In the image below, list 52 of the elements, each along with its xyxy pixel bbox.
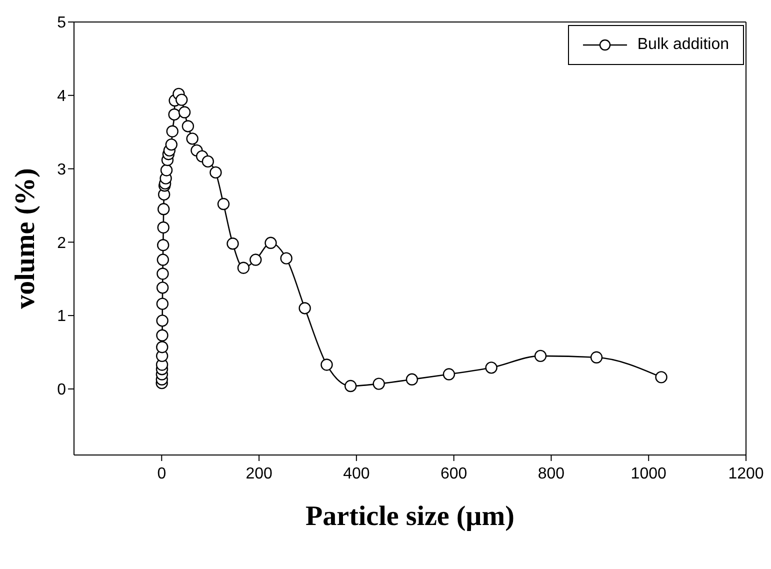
point: [156, 314, 168, 327]
x-tick-label: 200: [246, 465, 272, 482]
point: [320, 358, 333, 371]
point: [160, 164, 173, 176]
point: [165, 138, 178, 151]
point: [226, 238, 239, 250]
point: [157, 221, 170, 234]
point: [210, 166, 222, 179]
point: [168, 108, 180, 121]
legend-label: Bulk addition: [637, 36, 729, 54]
point: [166, 125, 178, 138]
point: [264, 236, 277, 250]
point: [655, 371, 668, 384]
x-tick-label: 400: [343, 465, 370, 482]
point: [406, 373, 418, 386]
point: [176, 94, 188, 106]
x-tick-label: 800: [538, 465, 565, 482]
x-tick-label: 0: [157, 465, 166, 482]
point: [217, 198, 230, 210]
point: [156, 282, 169, 294]
point: [158, 203, 170, 216]
point: [156, 329, 168, 342]
point: [186, 132, 198, 145]
point: [156, 298, 169, 310]
point: [157, 239, 170, 252]
point: [156, 268, 169, 280]
y-tick-label: 5: [57, 14, 66, 32]
y-axis-title: volume (%): [10, 168, 41, 309]
point: [372, 378, 385, 390]
y-tick-label: 3: [57, 161, 66, 178]
point: [485, 362, 498, 374]
point: [156, 341, 168, 354]
point: [534, 350, 547, 362]
point: [344, 380, 357, 392]
x-axis-title: Particle size (µm): [306, 501, 514, 532]
y-tick-label: 4: [57, 88, 66, 106]
y-tick-label: 1: [57, 308, 66, 326]
y-tick-label: 2: [57, 234, 66, 252]
point: [280, 252, 292, 264]
point: [178, 106, 191, 118]
point: [250, 254, 262, 266]
point: [237, 262, 250, 274]
point: [156, 254, 170, 266]
point: [182, 120, 194, 132]
x-tick-label: 600: [440, 465, 468, 482]
point: [442, 368, 456, 380]
point: [298, 302, 311, 314]
y-tick-label: 0: [57, 382, 66, 399]
x-tick-label: 1200: [728, 465, 764, 482]
point: [202, 155, 214, 168]
x-tick-label: 1000: [630, 465, 667, 482]
point: [590, 351, 603, 364]
